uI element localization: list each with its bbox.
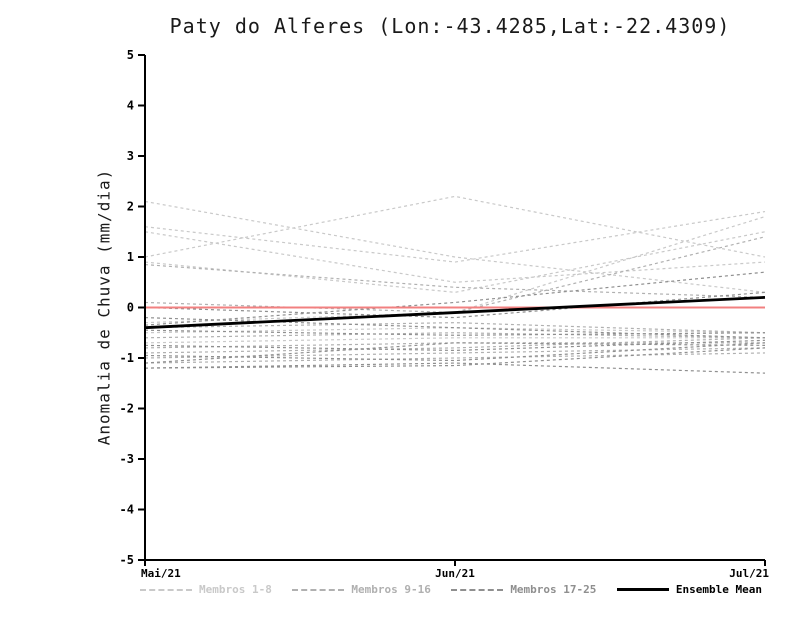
x-tick-label: Mai/21 [141,567,181,580]
y-tick-label: 1 [127,250,134,264]
chart-legend: Membros 1-8 Membros 9-16 Membros 17-25 E… [140,583,762,596]
member-line-group-1 [144,210,766,263]
member-line-group-2 [144,263,766,298]
member-line-group-1 [144,337,765,344]
member-line-group-3 [144,291,766,319]
member-line-group-3 [144,342,766,364]
legend-item-membros-1-8: Membros 1-8 [140,583,272,596]
member-line-group-1 [144,200,766,293]
member-line-group-3 [144,317,766,339]
y-tick-label: 4 [127,99,134,113]
member-line-group-2 [144,352,766,364]
legend-line-sample-ensemble-mean [616,588,669,591]
member-line-group-3 [144,347,766,369]
legend-line-sample-membros-1-8 [140,588,192,591]
member-line-group-1 [144,216,766,324]
y-tick-label: 0 [127,301,134,315]
member-line-group-1 [144,231,766,283]
y-tick-label: -5 [120,553,134,567]
legend-line-sample-membros-9-16 [292,588,345,591]
y-tick-label: 2 [127,200,134,214]
y-tick-label: 3 [127,149,134,163]
member-line-group-1 [144,195,766,258]
member-line-group-2 [144,322,766,334]
member-line-group-3 [144,339,766,352]
legend-item-membros-17-25: Membros 17-25 [451,583,596,596]
member-line-group-2 [144,337,766,354]
legend-label: Ensemble Mean [675,583,762,596]
y-tick-label: 5 [127,48,134,62]
member-line-group-2 [144,342,765,349]
member-line-group-2 [144,332,766,339]
member-line-group-3 [144,329,766,336]
member-line-group-3 [144,271,766,326]
member-line-group-2 [144,236,766,314]
legend-item-membros-9-16: Membros 9-16 [292,583,431,596]
legend-item-ensemble-mean: Ensemble Mean [616,583,762,596]
x-tick-label: Jul/21 [729,567,769,580]
legend-label: Membros 17-25 [510,583,597,596]
member-line-group-3 [144,342,766,362]
chart-title: Paty do Alferes (Lon:-43.4285,Lat:-22.43… [169,14,731,38]
y-tick-label: -1 [120,351,134,365]
member-line-group-2 [144,347,766,359]
y-tick-label: -2 [120,402,134,416]
ensemble-mean-line [144,296,766,330]
legend-line-sample-membros-17-25 [451,588,504,591]
member-line-group-3 [144,362,766,374]
member-line-group-1 [144,327,766,334]
legend-label: Membros 9-16 [351,583,431,596]
y-tick-label: -4 [120,503,134,517]
y-tick-label: -3 [120,452,134,466]
x-tick-label: Jun/21 [435,567,475,580]
legend-label: Membros 1-8 [199,583,272,596]
